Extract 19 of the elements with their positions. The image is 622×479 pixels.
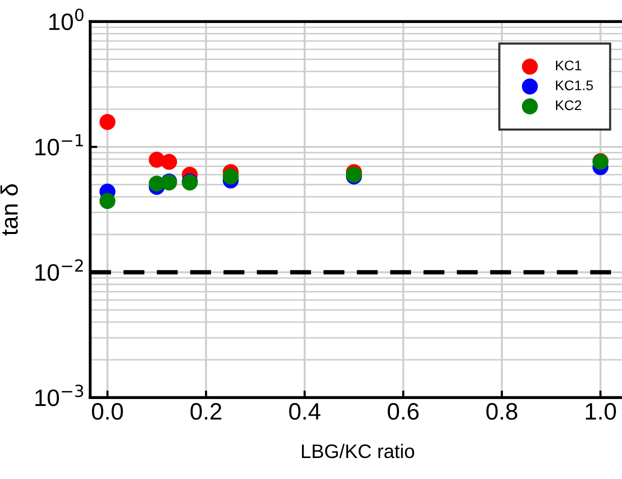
point: [99, 193, 116, 209]
x-tick-label: 0.6: [388, 403, 419, 420]
y-axis-title: tan δ: [0, 184, 18, 236]
y-tick-label: 10$^{−2}$: [35, 259, 83, 281]
y-tick-label: 10$^{−1}$: [35, 134, 83, 156]
legend-label: KC1.5: [556, 80, 593, 90]
x-axis-title: LBG/KC ratio: [302, 444, 414, 458]
y-tick-label: 10$^{−3}$: [35, 384, 84, 406]
x-tick-label: 0.4: [289, 403, 320, 420]
x-tick-label: 0.8: [486, 403, 518, 420]
x-tick-label: 0.0: [92, 403, 123, 420]
legend-label: KC1: [556, 60, 582, 70]
legend-label: KC2: [556, 100, 582, 110]
x-tick-label: 0.2: [190, 403, 222, 420]
point: [99, 114, 116, 130]
point: [161, 154, 178, 170]
point: [222, 168, 239, 185]
y-tick-label: 10$^{0}$: [49, 8, 84, 30]
x-tick-label: 1.0: [586, 403, 616, 420]
